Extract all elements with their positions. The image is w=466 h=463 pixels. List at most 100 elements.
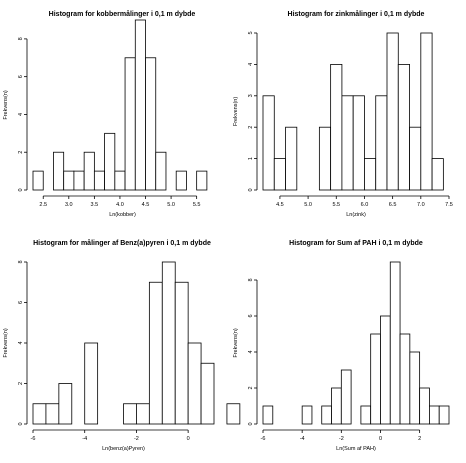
y-tick-label: 6 xyxy=(18,75,24,78)
x-tick-label: 5.0 xyxy=(167,202,175,208)
chart-title: Histogram for kobbermålinger i 0,1 m dyb… xyxy=(49,10,196,18)
x-tick-label: 4.5 xyxy=(276,202,284,208)
histogram-bar xyxy=(352,95,365,191)
y-tick-label: 2 xyxy=(248,386,254,389)
histogram-bar xyxy=(397,64,410,191)
y-tick-label: 2 xyxy=(18,382,24,385)
x-tick-label: 6.0 xyxy=(361,202,369,208)
histogram-bar xyxy=(438,405,450,425)
x-tick-label: 3.5 xyxy=(91,202,99,208)
x-tick-label: -4 xyxy=(82,436,87,442)
y-tick-label: 2 xyxy=(18,151,24,154)
histogram-bar xyxy=(273,158,286,191)
histogram-bar xyxy=(409,126,422,191)
y-tick-label: 4 xyxy=(18,113,24,116)
y-tick-label: 4 xyxy=(18,341,24,344)
histogram-bar xyxy=(360,405,372,425)
x-tick-label: 2 xyxy=(418,436,421,442)
histogram-bar xyxy=(32,403,47,425)
x-tick-label: 5.0 xyxy=(304,202,312,208)
x-axis-label: Ln(benz(a)Pyren) xyxy=(102,446,145,452)
histogram-bar xyxy=(321,405,332,425)
chart-title: Histogram for zinkmålinger i 0,1 m dybde xyxy=(288,10,425,18)
histogram-bar xyxy=(262,95,275,191)
histogram-bar xyxy=(58,383,73,425)
y-tick-label: 5 xyxy=(248,31,254,34)
histogram-bar xyxy=(161,261,176,425)
x-tick-label: 7.0 xyxy=(417,202,425,208)
y-tick-label: 2 xyxy=(248,126,254,129)
histogram-bar xyxy=(318,126,332,191)
histogram-bar xyxy=(134,19,146,191)
histogram-bar xyxy=(330,64,343,191)
histogram-bar xyxy=(155,151,167,191)
x-tick-label: 6.5 xyxy=(389,202,397,208)
histogram-bar xyxy=(114,170,126,191)
x-tick-label: 4.5 xyxy=(142,202,150,208)
x-tick-label: 0 xyxy=(379,436,382,442)
histogram-bar xyxy=(419,387,430,425)
x-tick-label: 5.5 xyxy=(193,202,201,208)
x-tick-label: 0 xyxy=(187,436,190,442)
histogram-bar xyxy=(93,170,106,191)
histogram-bar xyxy=(83,151,95,191)
chart-title: Histogram for målinger af Benz(a)pyren i… xyxy=(33,239,211,247)
histogram-bar xyxy=(380,315,391,425)
histogram-bar xyxy=(262,405,274,425)
y-tick-label: 0 xyxy=(248,422,254,425)
histogram-bar xyxy=(399,333,411,425)
histogram-bar xyxy=(420,32,433,191)
x-axis-label: Ln(kobber) xyxy=(109,212,136,218)
y-axis-label: Frekvens(n) xyxy=(233,97,239,127)
y-tick-label: 1 xyxy=(248,157,254,160)
histogram-bar xyxy=(341,95,354,191)
histogram-bar xyxy=(370,333,381,425)
y-tick-label: 8 xyxy=(18,260,24,263)
histogram-bar xyxy=(200,362,215,425)
histogram-bar xyxy=(32,170,44,191)
x-tick-label: 5.5 xyxy=(332,202,340,208)
x-tick-label: -2 xyxy=(339,436,344,442)
histogram-bar xyxy=(145,57,157,191)
histogram-bar xyxy=(429,405,440,425)
y-tick-label: 8 xyxy=(18,37,24,40)
y-tick-label: 4 xyxy=(248,350,254,353)
histogram-bar xyxy=(226,403,241,425)
y-tick-label: 0 xyxy=(248,188,254,191)
y-tick-label: 6 xyxy=(248,314,254,317)
histogram-bar xyxy=(123,403,137,425)
x-tick-label: 4.0 xyxy=(116,202,124,208)
histogram-bar xyxy=(364,158,377,191)
histogram-bar xyxy=(124,57,136,191)
histogram-bar xyxy=(285,126,298,191)
y-axis-label: Frekvens(n) xyxy=(3,90,9,120)
histogram-bar xyxy=(386,32,399,191)
histogram-bar xyxy=(136,403,150,425)
histogram-bar xyxy=(45,403,60,425)
y-axis-label: Frekvens(n) xyxy=(3,328,9,358)
y-tick-label: 8 xyxy=(248,278,254,281)
y-tick-label: 6 xyxy=(18,301,24,304)
histogram-bar xyxy=(431,158,444,191)
histogram-bar xyxy=(187,342,202,425)
x-tick-label: -2 xyxy=(134,436,139,442)
x-tick-label: -4 xyxy=(300,436,305,442)
x-tick-label: -6 xyxy=(261,436,266,442)
x-tick-label: 3.0 xyxy=(65,202,73,208)
panel-copper: Histogram for kobbermålinger i 0,1 m dyb… xyxy=(3,10,208,218)
histogram-bar xyxy=(174,281,189,425)
histogram-bar xyxy=(389,261,401,425)
panel-sum-pah: Histogram for Sum af PAH i 0,1 m dybde -6… xyxy=(233,240,450,452)
y-axis-label: Frekvens(n) xyxy=(233,328,239,358)
x-axis-label: Ln(zink) xyxy=(346,212,366,218)
y-tick-label: 0 xyxy=(18,188,24,191)
x-tick-label: -6 xyxy=(31,436,36,442)
histogram-bar xyxy=(53,151,65,191)
panel-benzapyrene: Histogram for målinger af Benz(a)pyren i… xyxy=(3,239,241,452)
histogram-bar xyxy=(73,170,85,191)
histogram-bar xyxy=(84,342,99,425)
histogram-bar xyxy=(175,170,187,191)
x-tick-label: 7.5 xyxy=(445,202,453,208)
histogram-bar xyxy=(104,132,116,191)
